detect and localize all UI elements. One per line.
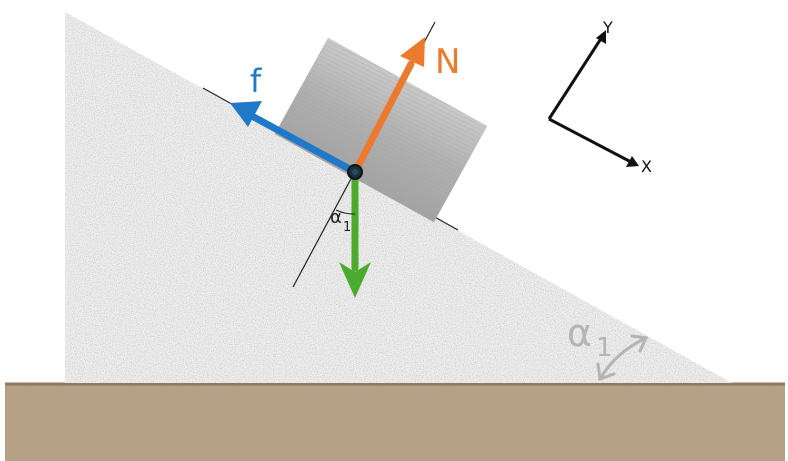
normal-force-arrow — [351, 37, 425, 176]
angle-large-symbol: α — [567, 311, 592, 355]
x-axis — [548, 117, 632, 164]
block — [274, 37, 488, 223]
y-axis-arrowhead — [596, 30, 606, 44]
angle-double-arrow — [596, 334, 649, 382]
angle-label-small: α 1 — [330, 207, 351, 235]
angle-large-subscript: 1 — [596, 333, 613, 363]
friction-label: f — [250, 62, 262, 100]
y-axis — [547, 36, 604, 120]
weight-force-arrow — [339, 168, 371, 298]
x-axis-arrowhead — [626, 156, 639, 167]
coordinate-axes — [547, 30, 639, 167]
axis-x-label: X — [641, 157, 652, 176]
angle-arc-small — [335, 209, 356, 215]
angle-label-large: α 1 — [567, 311, 613, 363]
normal-label: N — [435, 42, 460, 82]
angle-small-subscript: 1 — [343, 220, 351, 235]
angle-small-symbol: α — [330, 207, 342, 228]
axis-y-label: Y — [602, 18, 613, 37]
friction-force-arrow — [230, 101, 359, 176]
ground — [5, 382, 785, 461]
